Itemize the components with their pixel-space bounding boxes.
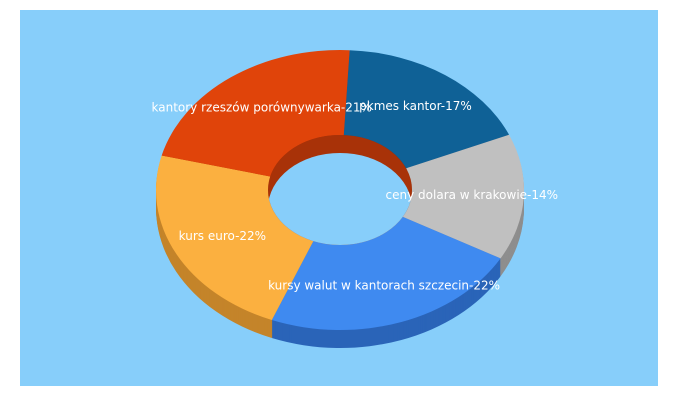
data-label: kursy walut w kantorach szczecin-22% xyxy=(268,279,500,293)
hole xyxy=(268,153,412,245)
slice xyxy=(155,155,314,321)
slice xyxy=(271,216,501,331)
data-label: kantory rzeszów porównywarka-21% xyxy=(152,100,372,114)
data-label: ceny dolara w krakowie-14% xyxy=(386,188,559,202)
slice xyxy=(343,50,510,169)
data-label: kurs euro-22% xyxy=(179,229,266,243)
slice xyxy=(402,134,524,259)
slice xyxy=(161,50,350,177)
data-label: pkmes kantor-17% xyxy=(359,99,472,113)
